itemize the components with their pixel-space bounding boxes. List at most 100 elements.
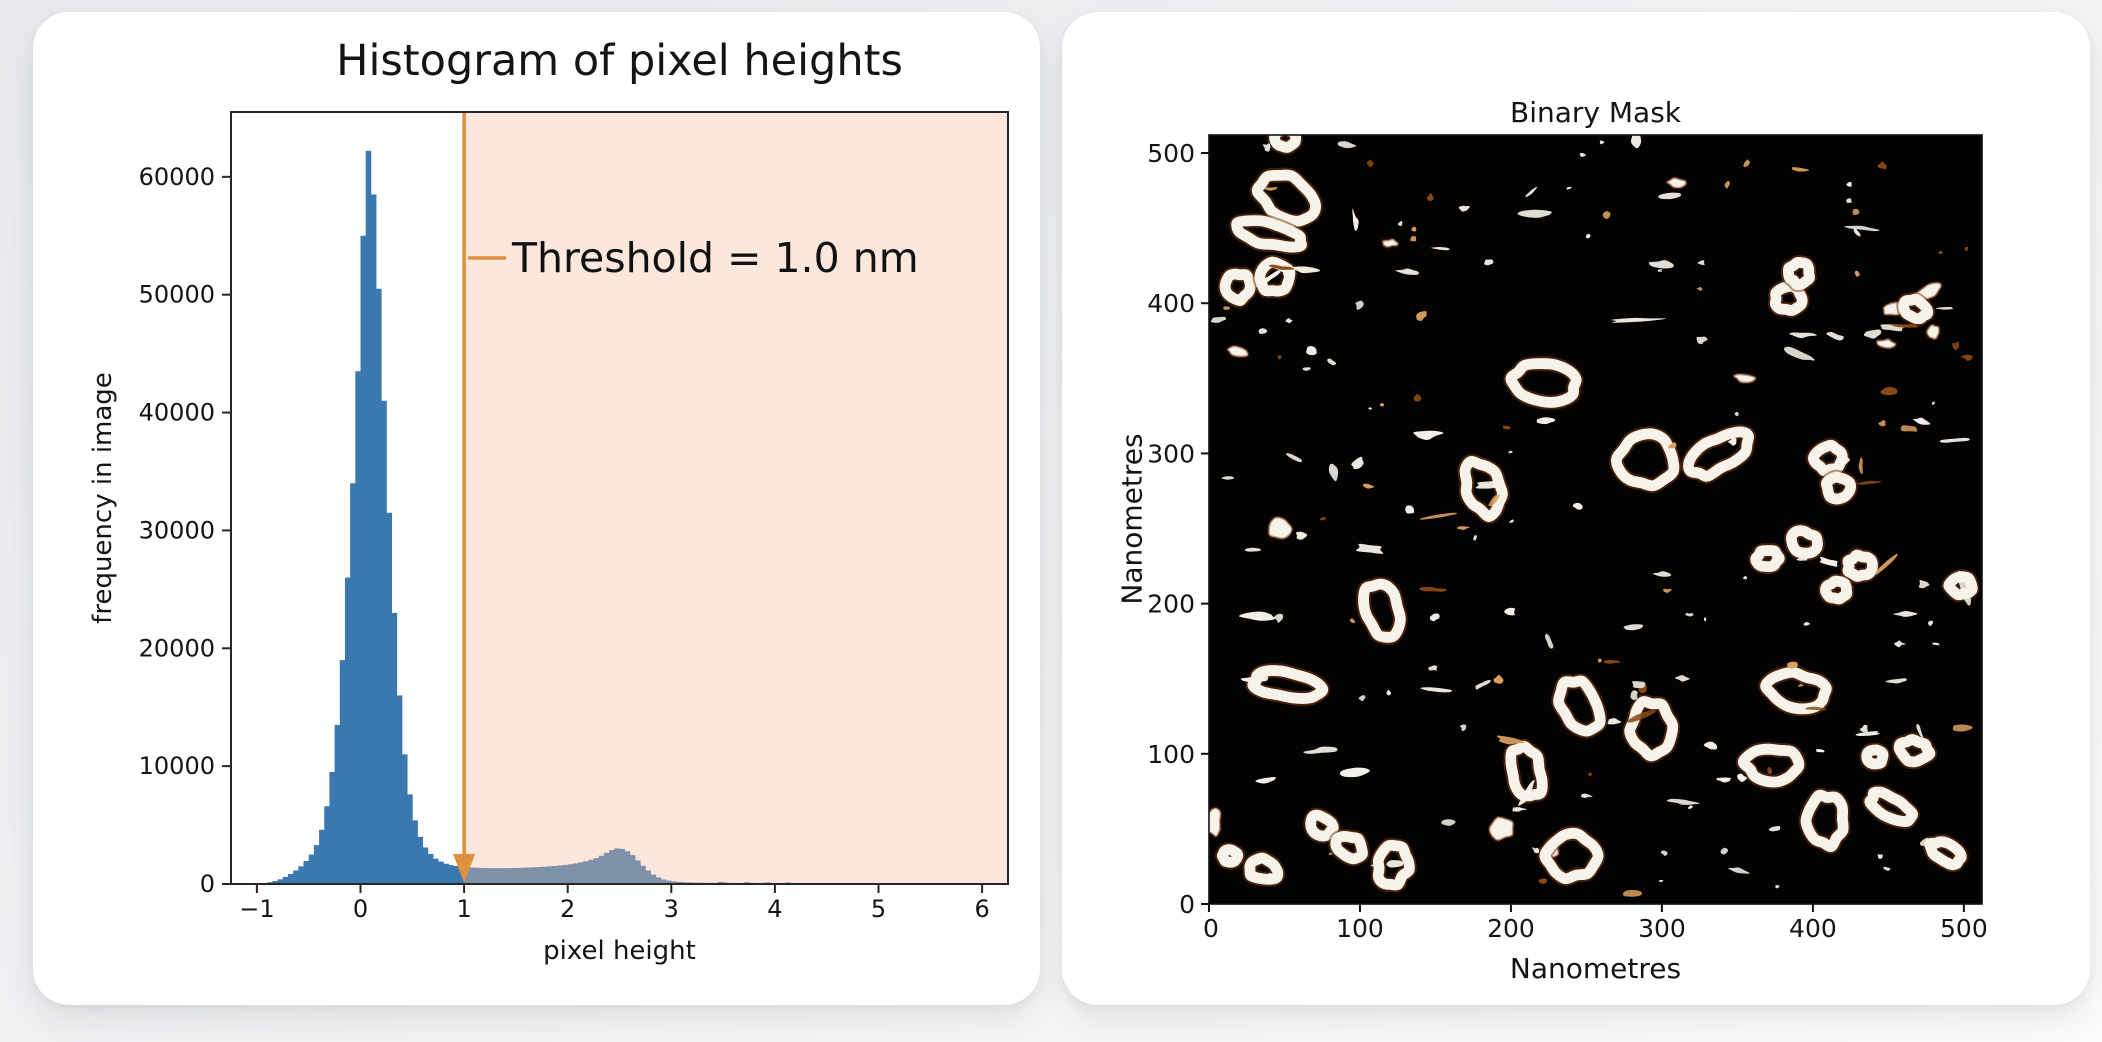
mask-speckle (1792, 167, 1810, 172)
mask-speckle (1410, 236, 1417, 242)
histogram-bar (422, 847, 429, 884)
mask-blob (1487, 815, 1515, 842)
mask-speckle (1441, 819, 1456, 826)
histogram-bar (433, 858, 439, 884)
mask-ring (1505, 358, 1582, 408)
y-tick-label: 60000 (139, 163, 215, 191)
mask-blob (1732, 372, 1757, 385)
mask-speckle (1302, 367, 1311, 371)
mask-speckle (1931, 401, 1935, 405)
histogram-bar (474, 867, 481, 884)
mask-speckle (1366, 160, 1374, 168)
histogram-bar (360, 235, 367, 884)
mask-ring (1505, 740, 1548, 802)
mask-speckle (1244, 547, 1261, 552)
mask-speckle (1935, 306, 1953, 310)
mask-blob (1381, 237, 1400, 249)
mask-speckle (1580, 793, 1593, 798)
histogram-bar (339, 660, 346, 884)
histogram-bar (614, 848, 620, 884)
x-tick-label: −1 (239, 895, 274, 923)
mask-blob (1226, 344, 1250, 359)
threshold-annotation: Threshold = 1.0 nm (512, 234, 919, 282)
mask-speckle (1863, 329, 1882, 339)
histogram-bar (391, 612, 398, 884)
mask-speckle (1611, 317, 1667, 323)
mask-speckle (1658, 192, 1682, 200)
histogram-bar (583, 861, 589, 884)
mask-speckle (1238, 611, 1275, 621)
mask-speckle (1952, 341, 1960, 351)
mask-speckle (1815, 749, 1825, 753)
mask-speckle (1416, 310, 1427, 321)
mask-speckle (1875, 553, 1898, 575)
mask-speckle (1952, 724, 1973, 732)
y-tick-label: 40000 (139, 399, 215, 427)
mask-speckle (1545, 633, 1554, 649)
mask-speckle (1458, 205, 1470, 212)
histogram-bar (635, 860, 641, 884)
mask-speckle (1508, 450, 1513, 454)
mask-speckle (1339, 767, 1370, 778)
histogram-bar (676, 881, 683, 884)
histogram-bar (588, 859, 594, 884)
mask-ring (1861, 744, 1889, 770)
mask-speckle (1256, 270, 1281, 288)
histogram-bar (386, 512, 392, 884)
mask-speckle (1538, 878, 1548, 885)
mask-ring (1737, 743, 1805, 788)
mask-title: Binary Mask (1510, 96, 1681, 129)
mask-ring (1231, 215, 1307, 253)
histogram-bar (427, 853, 434, 884)
x-tick-label: 100 (1336, 914, 1384, 943)
mask-ring (1807, 439, 1848, 477)
histogram-bar (541, 866, 548, 884)
mask-ylabel: Nanometres (1115, 433, 1149, 605)
y-tick-label: 50000 (139, 281, 215, 309)
histogram-bar (645, 870, 651, 884)
mask-speckle (1883, 866, 1891, 871)
mask-speckle (1598, 658, 1602, 663)
mask-speckle (1857, 480, 1882, 485)
mask-ring (1254, 256, 1296, 297)
histogram-bar (660, 879, 667, 884)
x-tick-label: 500 (1940, 914, 1988, 943)
x-tick-label: 1 (456, 895, 471, 923)
mask-speckle (1960, 354, 1973, 361)
mask-speckle (1846, 198, 1852, 204)
histogram-bar (572, 863, 579, 884)
mask-blob (1665, 176, 1688, 190)
mask-speckle (1766, 743, 1771, 750)
histogram-bar (521, 867, 527, 884)
mask-speckle (1964, 246, 1969, 251)
mask-speckle (1496, 735, 1525, 745)
mask-speckle (1630, 690, 1638, 700)
mask-speckle (1566, 186, 1572, 190)
mask-ring (1244, 852, 1284, 885)
histogram-card: Histogram of pixel heights −1 0 1 2 3 4 5 6 0 100… (33, 12, 1040, 1005)
histogram-bar (412, 820, 418, 884)
histogram-bar (334, 724, 341, 884)
mask-speckle (1349, 618, 1355, 624)
mask-speckle (1295, 531, 1308, 540)
histogram-bar (640, 865, 646, 884)
mask-speckle (1854, 270, 1860, 278)
x-tick-label: 400 (1789, 914, 1837, 943)
mask-blob (1875, 337, 1898, 350)
mask-ring (1305, 809, 1339, 842)
mask-speckle (1789, 332, 1817, 339)
mask-speckle (1880, 387, 1898, 396)
mask-ring (1269, 135, 1302, 153)
histogram-bar (515, 867, 522, 884)
mask-speckle (1327, 358, 1337, 366)
mask-speckle (1352, 208, 1359, 231)
histogram-bar (650, 874, 657, 884)
mask-speckle (1630, 135, 1642, 149)
mask-ring (1820, 471, 1857, 505)
histogram-bar (526, 867, 532, 884)
mask-ring (1459, 456, 1508, 522)
x-tick-label: 0 (1203, 914, 1219, 943)
mask-speckle (1283, 271, 1292, 277)
mask-speckle (1303, 746, 1338, 754)
mask-speckle (1686, 470, 1693, 475)
